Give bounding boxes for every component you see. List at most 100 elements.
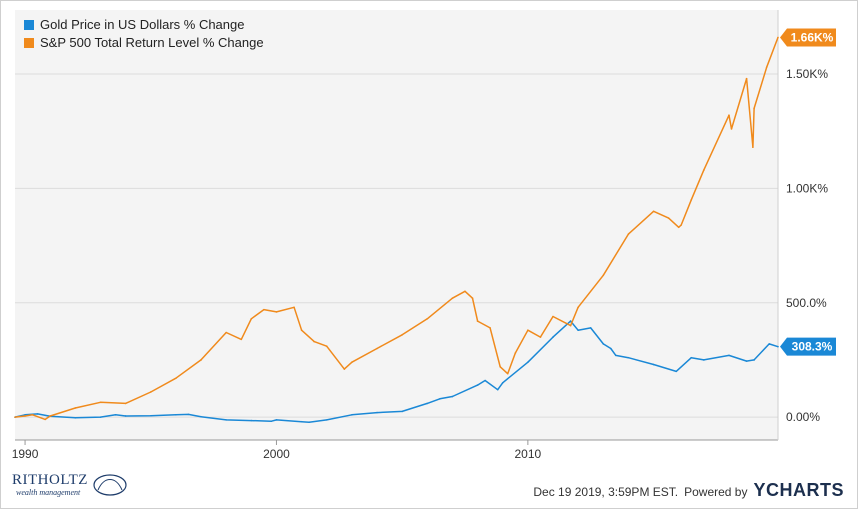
sp-data-point <box>351 361 353 364</box>
x-tick-label: 1990 <box>12 447 39 461</box>
gold-data-point <box>777 345 779 348</box>
gold-data-point <box>451 395 454 398</box>
sp-data-point <box>31 414 34 416</box>
sp-data-point <box>552 315 554 318</box>
legend-swatch-gold <box>24 20 34 30</box>
legend-label-sp: S&P 500 Total Return Level % Change <box>40 35 264 50</box>
gold-data-point <box>149 414 152 417</box>
legend-item-sp[interactable]: S&P 500 Total Return Level % Change <box>24 34 264 52</box>
sp-data-point <box>489 327 491 329</box>
gold-data-point <box>308 421 310 423</box>
gold-data-point <box>703 359 705 361</box>
sp-data-point <box>752 146 754 149</box>
sp-data-point <box>476 320 479 322</box>
gold-data-point <box>768 343 771 345</box>
gold-data-point <box>602 343 605 345</box>
sp-data-point <box>569 324 572 327</box>
y-tick-label: 500.0% <box>786 296 827 310</box>
sp-data-point <box>240 338 243 341</box>
legend-label-gold: Gold Price in US Dollars % Change <box>40 17 245 32</box>
gold-data-point <box>476 384 479 386</box>
sp-data-point <box>703 169 705 171</box>
x-tick-label: 2000 <box>263 447 290 461</box>
y-tick-label: 1.00K% <box>786 181 828 195</box>
sp-data-point <box>376 347 378 350</box>
sp-data-point <box>527 329 529 332</box>
gold-data-point <box>484 379 486 382</box>
sp-data-point <box>451 297 454 299</box>
sp-data-point <box>99 401 102 404</box>
gold-data-point <box>552 336 554 338</box>
gold-data-point <box>270 420 273 423</box>
gold-data-point <box>527 361 529 364</box>
sp-data-point <box>426 317 429 320</box>
x-tick-label: 2010 <box>515 447 542 461</box>
sp-data-point <box>667 217 670 219</box>
sp-data-point <box>680 224 683 226</box>
gold-data-point <box>351 414 353 416</box>
ritholtz-logo: RITHOLTZ wealth management <box>12 470 132 500</box>
sp-data-point <box>728 114 730 117</box>
gold-data-point <box>225 419 227 421</box>
gold-data-point <box>175 414 177 416</box>
ycharts-brand[interactable]: YCHARTS <box>753 480 844 500</box>
sp-data-point <box>325 345 328 348</box>
sp-data-point <box>24 415 26 417</box>
plot-area <box>15 10 778 440</box>
sp-data-point <box>225 331 227 334</box>
gold-data-point <box>577 329 579 332</box>
legend-swatch-sp <box>24 38 34 48</box>
gold-data-point <box>114 414 117 416</box>
sp-data-point <box>539 336 542 338</box>
gold-data-point <box>439 398 441 400</box>
gold-data-point <box>187 413 190 416</box>
gold-data-point <box>753 359 755 361</box>
gold-data-point <box>401 410 403 413</box>
sp-data-point <box>175 377 177 380</box>
y-tick-label: 1.50K% <box>786 67 828 81</box>
gold-data-point <box>200 415 202 418</box>
gold-data-point <box>250 419 253 422</box>
gold-end-tag <box>780 337 836 356</box>
sp-data-point <box>313 340 315 343</box>
sp-data-point <box>293 306 295 309</box>
sp-data-point <box>149 391 152 393</box>
sp-data-point <box>124 402 127 405</box>
legend-item-gold[interactable]: Gold Price in US Dollars % Change <box>24 16 264 34</box>
gold-end-label: 308.3% <box>792 340 833 354</box>
sp-data-point <box>602 274 605 277</box>
sp-data-point <box>745 77 748 80</box>
gold-data-point <box>501 382 504 384</box>
logo-emblem-icon <box>93 474 127 496</box>
gold-data-point <box>496 388 499 391</box>
gold-data-point <box>652 363 655 366</box>
sp-data-point <box>263 308 265 311</box>
gold-data-point <box>275 419 278 421</box>
gold-data-point <box>74 417 77 419</box>
legend: Gold Price in US Dollars % Change S&P 50… <box>24 16 264 52</box>
gold-data-point <box>728 354 730 357</box>
sp-data-point <box>677 226 680 229</box>
logo-name: RITHOLTZ <box>12 472 88 488</box>
sp-data-point <box>652 210 655 213</box>
sp-data-point <box>275 311 278 313</box>
sp-data-point <box>343 368 346 370</box>
gold-data-point <box>589 327 592 329</box>
sp-data-point <box>506 372 509 375</box>
sp-data-point <box>401 333 403 336</box>
sp-data-point <box>777 36 779 39</box>
gold-data-point <box>745 360 748 362</box>
sp-data-point <box>74 407 77 409</box>
gold-data-point <box>690 356 693 359</box>
sp-end-label: 1.66K% <box>791 30 834 44</box>
sp-data-point <box>464 290 466 293</box>
sp-data-point <box>577 306 579 309</box>
gold-data-point <box>300 420 303 423</box>
sp-end-tag <box>780 28 836 47</box>
sp-data-point <box>753 107 755 110</box>
sp-data-point <box>765 66 768 68</box>
gold-data-point <box>376 411 378 414</box>
sp-data-point <box>200 359 202 361</box>
gold-data-point <box>627 356 630 359</box>
sp-data-point <box>730 128 733 130</box>
